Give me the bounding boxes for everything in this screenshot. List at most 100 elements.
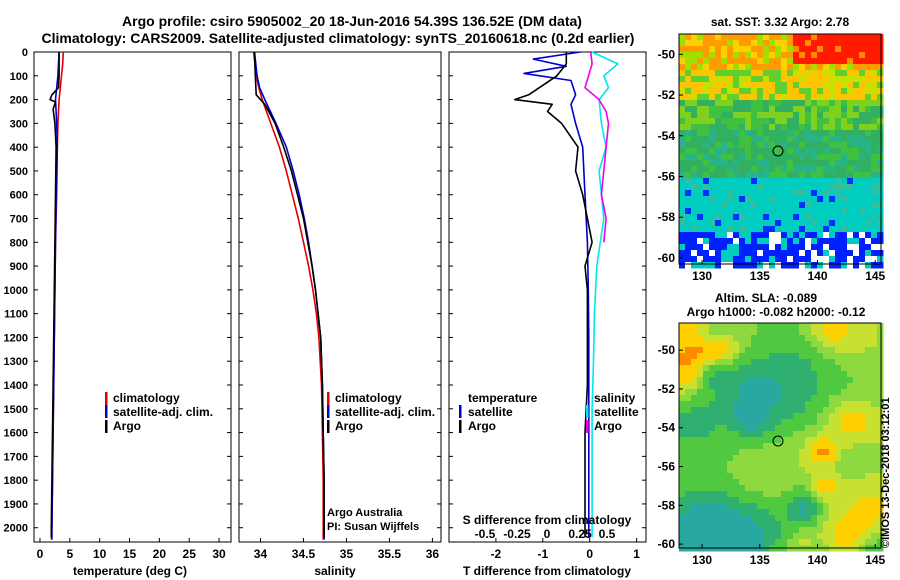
sla-map-pixel	[763, 533, 770, 540]
sst-map-pixel	[745, 118, 752, 125]
sst-map-pixel	[841, 142, 848, 149]
sla-map-pixel	[853, 431, 860, 438]
sla-map-pixel	[745, 503, 752, 510]
sst-map-pixel	[865, 148, 872, 155]
sst-map-pixel	[811, 220, 818, 227]
sla-map-pixel	[865, 347, 872, 354]
sst-map-pixel	[697, 202, 704, 209]
sst-map-pixel	[769, 52, 776, 59]
sst-map-pixel	[805, 136, 812, 143]
sst-map-pixel	[709, 196, 716, 203]
sst-map-pixel	[787, 106, 794, 113]
sla-map-pixel	[805, 533, 812, 540]
sla-map-pixel	[877, 341, 884, 348]
sst-map-pixel	[691, 40, 698, 47]
sla-map-pixel	[751, 515, 758, 522]
sla-map-pixel	[793, 515, 800, 522]
sst-map-pixel	[877, 184, 884, 191]
sla-map-pixel	[733, 455, 740, 462]
sst-map-pixel	[787, 232, 794, 239]
sst-map-pixel	[817, 202, 824, 209]
sla-map-pixel	[679, 509, 686, 516]
sla-map-pixel	[811, 437, 818, 444]
sla-map-pixel	[829, 335, 836, 342]
sst-map-pixel	[847, 202, 854, 209]
sla-map-pixel	[751, 491, 758, 498]
sla-map-pixel	[757, 467, 764, 474]
sla-map-pixel	[805, 443, 812, 450]
sla-map-pixel	[829, 443, 836, 450]
sla-map-pixel	[877, 401, 884, 408]
sst-map-pixel	[769, 70, 776, 77]
sst-map-pixel	[829, 46, 836, 53]
sst-map-pixel	[805, 190, 812, 197]
sst-map-pixel	[685, 148, 692, 155]
sla-map-pixel	[769, 347, 776, 354]
sst-map-pixel	[793, 142, 800, 149]
sla-map-pixel	[787, 491, 794, 498]
sst-map-pixel	[817, 94, 824, 101]
sla-map-pixel	[721, 533, 728, 540]
sst-map-pixel	[703, 40, 710, 47]
sla-map-pixel	[727, 407, 734, 414]
sst-map-pixel	[703, 112, 710, 119]
sst-map-pixel	[679, 52, 686, 59]
sst-map-pixel	[709, 76, 716, 83]
sst-map-pixel	[865, 190, 872, 197]
sla-map-pixel	[865, 419, 872, 426]
sla-map-pixel	[877, 449, 884, 456]
sst-map-pixel	[751, 256, 758, 263]
sst-map-pixel	[763, 64, 770, 71]
sla-map-pixel	[823, 431, 830, 438]
sla-map-pixel	[799, 485, 806, 492]
sst-map-panel: sat. SST: 3.32 Argo: 2.78 130 135 140 145-5…	[658, 15, 886, 283]
sst-map-pixel	[817, 148, 824, 155]
sla-map-pixel	[811, 473, 818, 480]
sst-map-pixel	[859, 172, 866, 179]
sla-map-pixel	[679, 401, 686, 408]
sla-map-pixel	[775, 371, 782, 378]
sst-map-pixel	[841, 244, 848, 251]
sla-map-pixel	[793, 539, 800, 546]
sla-map-pixel	[859, 437, 866, 444]
sst-map-pixel	[817, 52, 824, 59]
sst-map-pixel	[685, 214, 692, 221]
sla-map-pixel	[823, 521, 830, 528]
sst-map-pixel	[727, 40, 734, 47]
sst-map-pixel	[805, 112, 812, 119]
sla-map-pixel	[841, 395, 848, 402]
sst-map-pixel	[697, 46, 704, 53]
legend-swatch-sal-satellite	[586, 405, 589, 418]
sst-map-pixel	[823, 118, 830, 125]
sla-map-pixel	[793, 431, 800, 438]
sst-map-pixel	[727, 142, 734, 149]
sst-map-pixel	[871, 160, 878, 167]
sst-map-pixel	[679, 232, 686, 239]
sst-map-pixel	[691, 106, 698, 113]
sst-map-pixel	[817, 160, 824, 167]
depth-tick-label: 1700	[4, 451, 28, 463]
sla-map-pixel	[859, 353, 866, 360]
depth-tick-label: 700	[10, 214, 28, 226]
sst-map-pixel	[751, 94, 758, 101]
sst-map-pixel	[727, 196, 734, 203]
sla-map-pixel	[841, 491, 848, 498]
sst-map-pixel	[865, 58, 872, 65]
sst-map-pixel	[877, 154, 884, 161]
sst-map-pixel	[781, 94, 788, 101]
sst-map-pixel	[799, 88, 806, 95]
sla-map-pixel	[805, 521, 812, 528]
sst-map-pixel	[775, 88, 782, 95]
sst-map-pixel	[715, 208, 722, 215]
sst-map-pixel	[787, 190, 794, 197]
sla-map-pixel	[835, 401, 842, 408]
sst-map-pixel	[865, 256, 872, 263]
sst-map-pixel	[841, 196, 848, 203]
sst-map-pixel	[865, 106, 872, 113]
figure-title-line1: Argo profile: csiro 5905002_20 18-Jun-20…	[122, 13, 582, 29]
sst-map-pixel	[805, 82, 812, 89]
sla-map-pixel	[805, 413, 812, 420]
sst-map-pixel	[829, 238, 836, 245]
sla-map-pixel	[697, 425, 704, 432]
sla-map-pixel	[709, 503, 716, 510]
